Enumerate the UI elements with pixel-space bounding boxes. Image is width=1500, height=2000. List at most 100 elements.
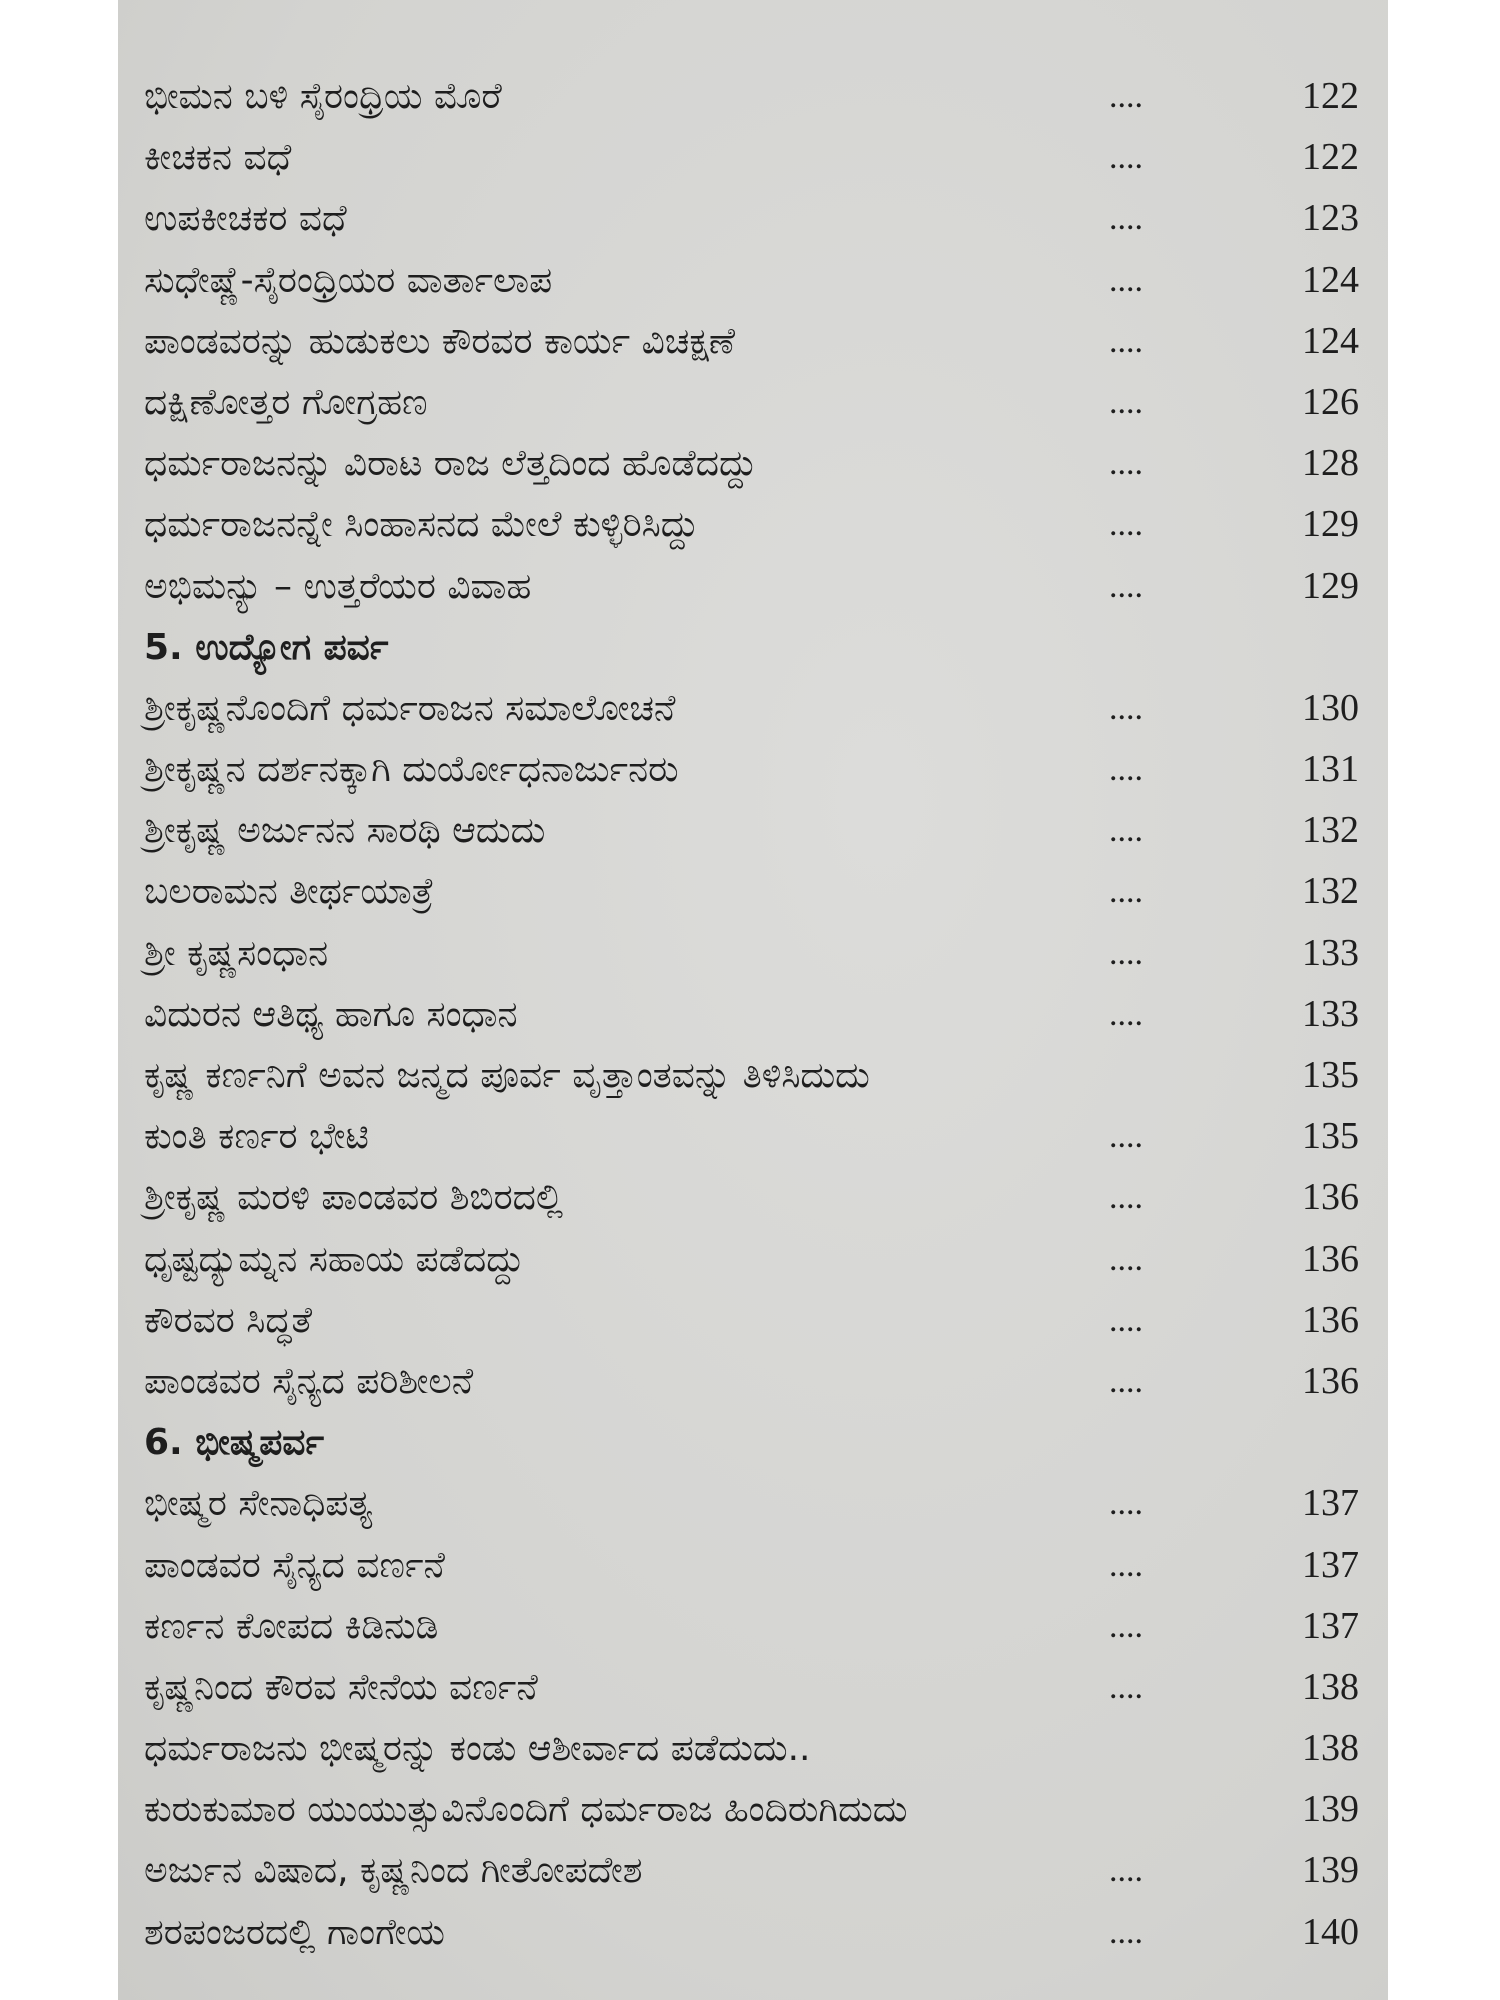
leader-dots: ....	[1109, 995, 1143, 1033]
entry-title: ಭೀಷ್ಮರ ಸೇನಾಧಿಪತ್ಯ	[144, 1483, 373, 1525]
entry-title: ದಕ್ಷಿಣೋತ್ತರ ಗೋಗ್ರಹಣ	[144, 381, 428, 423]
page-number: 122	[1302, 136, 1359, 179]
toc-entry: ಕೀಚಕನ ವಧೆ.... 122	[144, 127, 1359, 188]
entry-title: ಶ್ರೀಕೃಷ್ಣನ ದರ್ಶನಕ್ಕಾಗಿ ದುರ್ಯೋಧನಾರ್ಜುನರು	[144, 749, 679, 791]
page-number: 139	[1302, 1788, 1359, 1831]
toc-entry: ದಕ್ಷಿಣೋತ್ತರ ಗೋಗ್ರಹಣ.... 126	[144, 372, 1359, 433]
page-number: 138	[1302, 1727, 1359, 1770]
entry-title: ಬಲರಾಮನ ತೀರ್ಥಯಾತ್ರೆ	[144, 871, 434, 913]
leader-dots: ....	[1109, 934, 1143, 972]
toc-entry: ಶ್ರೀಕೃಷ್ಣನ ದರ್ಶನಕ್ಕಾಗಿ ದುರ್ಯೋಧನಾರ್ಜುನರು.…	[144, 739, 1359, 800]
page-number: 137	[1302, 1543, 1359, 1586]
entry-title: ಅರ್ಜುನ ವಿಷಾದ, ಕೃಷ್ಣನಿಂದ ಗೀತೋಪದೇಶ	[144, 1850, 643, 1892]
page-number: 135	[1302, 1054, 1359, 1096]
page-number: 140	[1302, 1910, 1359, 1953]
page-number: 136	[1302, 1176, 1359, 1219]
book-page: ಭೀಮನ ಬಳಿ ಸೈರಂಧ್ರಿಯ ಮೊರೆ.... 122 ಕೀಚಕನ ವಧೆ.…	[118, 0, 1388, 2000]
toc-entry: ಧರ್ಮರಾಜನನ್ನೇ ಸಿಂಹಾಸನದ ಮೇಲೆ ಕುಳ್ಳಿರಿಸಿದ್ದ…	[144, 494, 1359, 555]
entry-title: ವಿದುರನ ಆತಿಥ್ಯ ಹಾಗೂ ಸಂಧಾನ	[144, 993, 518, 1035]
toc-entry: ಕುಂತಿ ಕರ್ಣರ ಭೇಟಿ.... 135	[144, 1106, 1359, 1167]
entry-title: ಶ್ರೀಕೃಷ್ಣ ಮರಳಿ ಪಾಂಡವರ ಶಿಬಿರದಲ್ಲಿ	[144, 1177, 564, 1219]
toc-entry: ಭೀಮನ ಬಳಿ ಸೈರಂಧ್ರಿಯ ಮೊರೆ.... 122	[144, 66, 1359, 127]
page-number: 137	[1302, 1604, 1359, 1647]
page-number: 136	[1302, 1359, 1359, 1402]
toc-entry: ಪಾಂಡವರನ್ನು ಹುಡುಕಲು ಕೌರವರ ಕಾರ್ಯ ವಿಚಕ್ಷಣೆ.…	[144, 311, 1359, 372]
leader-dots: ....	[1109, 812, 1143, 850]
toc-entry: ಪಾಂಡವರ ಸೈನ್ಯದ ವರ್ಣನೆ.... 137	[144, 1535, 1359, 1596]
page-number: 133	[1302, 992, 1359, 1035]
toc-entry: ಶ್ರೀಕೃಷ್ಣ ಅರ್ಜುನನ ಸಾರಥಿ ಆದುದು.... 132	[144, 800, 1359, 861]
table-of-contents: ಭೀಮನ ಬಳಿ ಸೈರಂಧ್ರಿಯ ಮೊರೆ.... 122 ಕೀಚಕನ ವಧೆ.…	[144, 66, 1359, 1963]
leader-dots: ....	[1109, 200, 1143, 238]
leader-dots: ....	[1109, 1546, 1143, 1584]
toc-entry: ಶ್ರೀ ಕೃಷ್ಣಸಂಧಾನ.... 133	[144, 923, 1359, 984]
entry-title: ಧರ್ಮರಾಜನು ಭೀಷ್ಮರನ್ನು ಕಂಡು ಆಶೀರ್ವಾದ ಪಡೆದು…	[144, 1728, 811, 1770]
leader-dots: ....	[1109, 1852, 1143, 1890]
page-number: 123	[1302, 197, 1359, 240]
leader-dots: ....	[1109, 383, 1143, 421]
leader-dots: ....	[1109, 1913, 1143, 1951]
page-number: 132	[1302, 870, 1359, 913]
leader-dots: ....	[1109, 1179, 1143, 1217]
page-number: 129	[1302, 564, 1359, 607]
leader-dots: ....	[1109, 1301, 1143, 1339]
page-number: 136	[1302, 1237, 1359, 1280]
page-number: 130	[1302, 686, 1359, 729]
leader-dots: ....	[1109, 139, 1143, 177]
entry-title: ಶರಪಂಜರದಲ್ಲಿ ಗಾಂಗೇಯ	[144, 1911, 445, 1953]
leader-dots: ....	[1109, 1118, 1143, 1156]
leader-dots: ....	[1109, 261, 1143, 299]
entry-title: ಭೀಮನ ಬಳಿ ಸೈರಂಧ್ರಿಯ ಮೊರೆ	[144, 76, 502, 117]
toc-entry: ಕೃಷ್ಣ ಕರ್ಣನಿಗೆ ಅವನ ಜನ್ಮದ ಪೂರ್ವ ವೃತ್ತಾಂತವ…	[144, 1045, 1359, 1106]
toc-entry: ಶರಪಂಜರದಲ್ಲಿ ಗಾಂಗೇಯ.... 140	[144, 1902, 1359, 1963]
entry-title: ಕರ್ಣನ ಕೋಪದ ಕಿಡಿನುಡಿ	[144, 1605, 439, 1647]
toc-entry: ಧರ್ಮರಾಜನನ್ನು ವಿರಾಟ ರಾಜ ಲೆತ್ತದಿಂದ ಹೊಡೆದದ್…	[144, 433, 1359, 494]
page-number: 136	[1302, 1298, 1359, 1341]
page-number: 124	[1302, 319, 1359, 362]
entry-title: ಅಭಿಮನ್ಯು – ಉತ್ತರೆಯರ ವಿವಾಹ	[144, 565, 532, 607]
toc-entry: ಸುಧೇಷ್ಣೆ-ಸೈರಂಧ್ರಿಯರ ವಾರ್ತಾಲಾಪ.... 124	[144, 250, 1359, 311]
toc-entry: ಬಲರಾಮನ ತೀರ್ಥಯಾತ್ರೆ.... 132	[144, 861, 1359, 922]
page-number: 133	[1302, 931, 1359, 974]
leader-dots: ....	[1109, 567, 1143, 605]
leader-dots: ....	[1109, 506, 1143, 544]
leader-dots: ....	[1109, 1362, 1143, 1400]
entry-title: ಧರ್ಮರಾಜನನ್ನು ವಿರಾಟ ರಾಜ ಲೆತ್ತದಿಂದ ಹೊಡೆದದ್…	[144, 443, 757, 485]
leader-dots: ....	[1109, 1485, 1143, 1523]
toc-entry: ಶ್ರೀಕೃಷ್ಣ ಮರಳಿ ಪಾಂಡವರ ಶಿಬಿರದಲ್ಲಿ.... 136	[144, 1167, 1359, 1228]
leader-dots: ....	[1109, 445, 1143, 483]
toc-entry: ಕುರುಕುಮಾರ ಯುಯುತ್ಸುವಿನೊಂದಿಗೆ ಧರ್ಮರಾಜ ಹಿಂದ…	[144, 1779, 1359, 1840]
entry-title: ಕೃಷ್ಣ ಕರ್ಣನಿಗೆ ಅವನ ಜನ್ಮದ ಪೂರ್ವ ವೃತ್ತಾಂತವ…	[144, 1055, 870, 1096]
entry-title: ಶ್ರೀಕೃಷ್ಣನೊಂದಿಗೆ ಧರ್ಮರಾಜನ ಸಮಾಲೋಚನೆ	[144, 687, 676, 729]
page-number: 129	[1302, 503, 1359, 546]
entry-title: ಧರ್ಮರಾಜನನ್ನೇ ಸಿಂಹಾಸನದ ಮೇಲೆ ಕುಳ್ಳಿರಿಸಿದ್ದ…	[144, 504, 699, 546]
leader-dots: ....	[1109, 78, 1143, 115]
leader-dots: ....	[1109, 689, 1143, 727]
leader-dots: ....	[1109, 751, 1143, 789]
entry-title: ಪಾಂಡವರ ಸೈನ್ಯದ ಪರಿಶೀಲನೆ	[144, 1360, 474, 1402]
toc-entry: ವಿದುರನ ಆತಿಥ್ಯ ಹಾಗೂ ಸಂಧಾನ.... 133	[144, 984, 1359, 1045]
toc-entry: ಕರ್ಣನ ಕೋಪದ ಕಿಡಿನುಡಿ.... 137	[144, 1596, 1359, 1657]
page-number: 124	[1302, 258, 1359, 301]
page-number: 131	[1302, 748, 1359, 791]
entry-title: ಕುಂತಿ ಕರ್ಣರ ಭೇಟಿ	[144, 1116, 369, 1158]
page-number: 132	[1302, 809, 1359, 852]
section-heading: 5. ಉದ್ಯೋಗ ಪರ್ವ	[144, 617, 1359, 678]
leader-dots: ....	[1109, 1668, 1143, 1706]
page-number: 139	[1302, 1849, 1359, 1892]
toc-entry: ಧರ್ಮರಾಜನು ಭೀಷ್ಮರನ್ನು ಕಂಡು ಆಶೀರ್ವಾದ ಪಡೆದು…	[144, 1718, 1359, 1779]
entry-title: ಕೀಚಕನ ವಧೆ	[144, 137, 292, 179]
entry-title: ಶ್ರೀಕೃಷ್ಣ ಅರ್ಜುನನ ಸಾರಥಿ ಆದುದು	[144, 810, 546, 852]
entry-title: ಶ್ರೀ ಕೃಷ್ಣಸಂಧಾನ	[144, 932, 329, 974]
leader-dots: ....	[1109, 1607, 1143, 1645]
entry-title: ಕುರುಕುಮಾರ ಯುಯುತ್ಸುವಿನೊಂದಿಗೆ ಧರ್ಮರಾಜ ಹಿಂದ…	[144, 1789, 908, 1831]
toc-entry: ಶ್ರೀಕೃಷ್ಣನೊಂದಿಗೆ ಧರ್ಮರಾಜನ ಸಮಾಲೋಚನೆ.... 13…	[144, 678, 1359, 739]
section-title: 5. ಉದ್ಯೋಗ ಪರ್ವ	[144, 626, 389, 668]
toc-entry: ಉಪಕೀಚಕರ ವಧೆ.... 123	[144, 188, 1359, 249]
entry-title: ಧೃಷ್ಟದ್ಯುಮ್ನನ ಸಹಾಯ ಪಡೆದದ್ದು	[144, 1238, 525, 1280]
entry-title: ಸುಧೇಷ್ಣೆ-ಸೈರಂಧ್ರಿಯರ ವಾರ್ತಾಲಾಪ	[144, 259, 553, 301]
entry-title: ಉಪಕೀಚಕರ ವಧೆ	[144, 198, 347, 240]
page-number: 128	[1302, 442, 1359, 485]
toc-entry: ಭೀಷ್ಮರ ಸೇನಾಧಿಪತ್ಯ.... 137	[144, 1473, 1359, 1534]
entry-title: ಪಾಂಡವರನ್ನು ಹುಡುಕಲು ಕೌರವರ ಕಾರ್ಯ ವಿಚಕ್ಷಣೆ	[144, 320, 736, 362]
